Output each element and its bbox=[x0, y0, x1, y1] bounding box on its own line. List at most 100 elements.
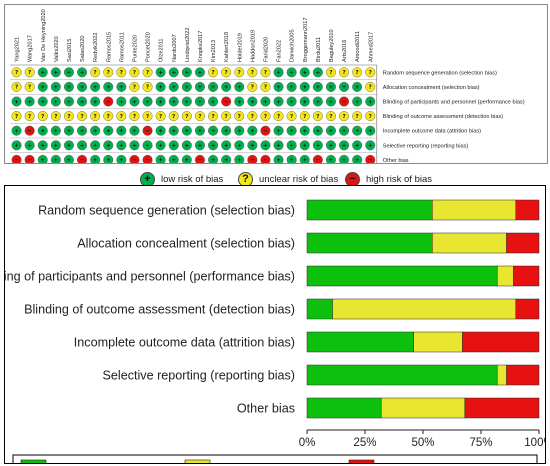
risk-cell-low bbox=[168, 140, 179, 151]
risk-cell-unclear bbox=[365, 81, 376, 92]
risk-cell-symbol: − bbox=[80, 158, 85, 163]
risk-cell-symbol: + bbox=[119, 129, 124, 135]
risk-cell-symbol: + bbox=[289, 70, 294, 76]
risk-cell-low bbox=[339, 81, 350, 92]
risk-cell-symbol: ? bbox=[238, 70, 241, 76]
risk-cell-unclear bbox=[234, 67, 245, 78]
risk-cell-unclear bbox=[208, 111, 219, 122]
risk-cell-symbol: ? bbox=[185, 114, 188, 120]
risk-cell-symbol: + bbox=[211, 99, 216, 105]
risk-cell-unclear bbox=[247, 111, 258, 122]
risk-cell-low bbox=[50, 125, 61, 136]
risk-cell-high bbox=[312, 154, 323, 163]
risk-cell-symbol: + bbox=[198, 70, 203, 76]
legend-label-high: high risk of bias bbox=[366, 173, 433, 185]
risk-cell-low bbox=[247, 140, 258, 151]
risk-cell-symbol: + bbox=[185, 129, 190, 135]
risk-cell-low bbox=[142, 140, 153, 151]
risk-cell-unclear bbox=[221, 67, 232, 78]
risk-cell-high bbox=[260, 125, 271, 136]
risk-cell-symbol: + bbox=[224, 85, 229, 91]
category-label-allocation-concealment: Allocation concealment (selection bias) bbox=[77, 237, 295, 251]
category-label-selective-reporting: Selective reporting (reporting bias) bbox=[103, 369, 296, 383]
risk-cell-low bbox=[50, 154, 61, 163]
bar-segment-low-risk-of-bias bbox=[306, 232, 433, 254]
risk-cell-symbol: + bbox=[250, 129, 255, 135]
risk-cell-symbol: + bbox=[171, 70, 176, 76]
study-label: Punte2020 bbox=[132, 35, 138, 62]
risk-cell-symbol: − bbox=[27, 158, 32, 163]
risk-cell-unclear bbox=[24, 67, 35, 78]
risk-cell-symbol: ? bbox=[211, 114, 214, 120]
risk-cell-unclear bbox=[142, 111, 153, 122]
category-label-blinding-of-outcome-assessment: Blinding of outcome assessment (detectio… bbox=[24, 303, 295, 317]
risk-cell-high bbox=[11, 154, 22, 163]
risk-cell-symbol: ? bbox=[251, 85, 254, 91]
risk-cell-low bbox=[325, 154, 336, 163]
risk-cell-low bbox=[312, 81, 323, 92]
risk-cell-low bbox=[129, 125, 140, 136]
risk-cell-symbol: ? bbox=[28, 85, 31, 91]
risk-cell-symbol: + bbox=[171, 99, 176, 105]
study-label: Fan2022 bbox=[277, 40, 283, 62]
x-tick-label: 100% bbox=[524, 437, 545, 449]
risk-cell-high bbox=[142, 154, 153, 163]
risk-cell-low bbox=[37, 96, 48, 107]
risk-cell-low bbox=[234, 96, 245, 107]
risk-cell-unclear bbox=[260, 111, 271, 122]
risk-cell-unclear bbox=[247, 67, 258, 78]
bar-segment-high-risk-of-bias bbox=[506, 364, 540, 386]
study-label: Valks2020 bbox=[54, 36, 60, 62]
risk-cell-symbol: + bbox=[198, 99, 203, 105]
risk-cell-symbol: + bbox=[355, 143, 360, 149]
risk-cell-low bbox=[286, 67, 297, 78]
risk-cell-symbol: + bbox=[14, 129, 19, 135]
risk-cell-low bbox=[221, 125, 232, 136]
risk-cell-high bbox=[194, 154, 205, 163]
risk-cell-low bbox=[77, 125, 88, 136]
risk-cell-low bbox=[312, 125, 323, 136]
risk-cell-symbol: + bbox=[237, 143, 242, 149]
risk-cell-low bbox=[50, 140, 61, 151]
risk-cell-symbol: + bbox=[27, 143, 32, 149]
risk-cell-low bbox=[77, 67, 88, 78]
domain-label: Other bias bbox=[383, 158, 409, 163]
risk-cell-low bbox=[312, 67, 323, 78]
category-label-blinding-of-participants-and-personnel: Blinding of participants and personnel (… bbox=[5, 270, 295, 284]
graph-legend-box bbox=[12, 454, 538, 463]
risk-cell-low bbox=[63, 67, 74, 78]
risk-cell-symbol: + bbox=[316, 85, 321, 91]
study-label: Kim2013 bbox=[211, 40, 217, 62]
bar-segment-high-risk-of-bias bbox=[462, 331, 540, 353]
risk-cell-symbol: ? bbox=[146, 85, 149, 91]
risk-cell-symbol: ? bbox=[54, 114, 57, 120]
risk-cell-unclear bbox=[312, 111, 323, 122]
risk-cell-low bbox=[208, 154, 219, 163]
risk-cell-symbol: ? bbox=[369, 70, 372, 76]
risk-cell-low bbox=[221, 140, 232, 151]
risk-cell-symbol: + bbox=[302, 143, 307, 149]
risk-cell-symbol: + bbox=[329, 158, 334, 163]
risk-cell-low bbox=[234, 154, 245, 163]
risk-cell-symbol: + bbox=[106, 85, 111, 91]
risk-cell-symbol: + bbox=[342, 158, 347, 163]
risk-cell-unclear bbox=[155, 111, 166, 122]
legend-label-low: low risk of bias bbox=[161, 173, 224, 185]
risk-cell-low bbox=[116, 140, 127, 151]
study-label: Ramos2015 bbox=[106, 32, 112, 62]
risk-cell-symbol: ? bbox=[94, 114, 97, 120]
risk-cell-symbol: + bbox=[67, 129, 72, 135]
risk-cell-symbol: + bbox=[158, 85, 163, 91]
study-label: Salas2020 bbox=[80, 36, 86, 62]
study-label: Ramos2011 bbox=[119, 32, 125, 62]
risk-cell-low bbox=[325, 96, 336, 107]
risk-cell-low bbox=[24, 140, 35, 151]
risk-cell-symbol: − bbox=[198, 158, 203, 163]
risk-cell-low bbox=[208, 81, 219, 92]
risk-cell-symbol: + bbox=[211, 129, 216, 135]
risk-cell-low bbox=[339, 125, 350, 136]
risk-cell-symbol: ? bbox=[94, 70, 97, 76]
risk-cell-symbol: + bbox=[54, 129, 59, 135]
risk-cell-symbol: + bbox=[329, 85, 334, 91]
risk-cell-symbol: ? bbox=[264, 114, 267, 120]
